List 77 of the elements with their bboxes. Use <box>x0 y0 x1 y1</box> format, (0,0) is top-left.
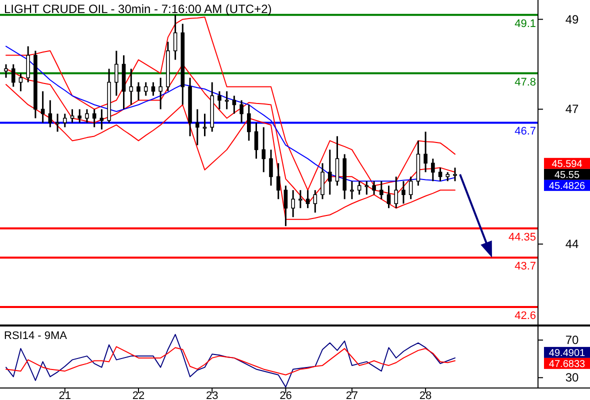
candlestick <box>453 166 457 182</box>
candlestick <box>262 126 266 173</box>
x-tick-label: 27 <box>346 390 358 400</box>
candlestick <box>4 64 8 79</box>
line-series <box>6 64 456 204</box>
text: 45.55 <box>554 170 580 181</box>
candlestick <box>18 72 23 92</box>
text: 45.4826 <box>548 180 586 192</box>
candlestick <box>26 46 30 84</box>
chart-title: RSI14 - 9MA <box>4 330 68 342</box>
ref-line-label: 46.7 <box>514 126 536 138</box>
x-tick-label: 26 <box>280 390 292 400</box>
y-tick-label: 49 <box>565 12 579 26</box>
line-series <box>6 346 456 376</box>
ref-line-label: 44.35 <box>508 231 536 244</box>
ref-line-label: 42.6 <box>514 310 536 322</box>
y-tick-label: 30 <box>565 370 579 385</box>
x-tick-label: 28 <box>419 390 432 400</box>
y-tick-label: 47 <box>565 102 579 116</box>
candlestick <box>269 148 273 186</box>
candlestick <box>313 189 318 214</box>
candlestick <box>386 184 391 209</box>
y-tick-label: 70 <box>565 333 579 348</box>
candlestick <box>424 130 428 173</box>
candlestick <box>85 108 89 124</box>
candlestick <box>78 108 82 124</box>
candlestick <box>408 176 413 200</box>
candlestick <box>218 90 222 110</box>
candlestick <box>195 108 200 146</box>
candlestick <box>56 112 60 132</box>
candlestick <box>232 94 236 114</box>
line-series <box>6 84 456 220</box>
candlestick <box>40 90 45 124</box>
candlestick <box>158 77 162 110</box>
candlestick <box>70 108 74 124</box>
candlestick <box>129 68 134 106</box>
candlestick <box>284 184 288 227</box>
candlestick <box>114 50 118 96</box>
candlestick <box>328 148 332 196</box>
candlestick <box>394 176 398 209</box>
ref-line-label: 49.1 <box>514 18 536 30</box>
candlestick <box>276 162 280 200</box>
candlestick <box>11 64 16 88</box>
candlestick <box>240 99 244 124</box>
ref-line-label: 47.8 <box>514 76 536 88</box>
candlestick <box>151 82 156 96</box>
ref-line-label: 43.7 <box>514 260 536 273</box>
candlestick <box>92 108 96 128</box>
candlestick <box>100 108 104 130</box>
candlestick <box>335 135 340 186</box>
candlestick <box>254 122 258 160</box>
candlestick <box>438 166 442 182</box>
y-tick-label: 44 <box>565 237 579 252</box>
candlestick <box>173 14 178 61</box>
candlestick <box>379 180 384 200</box>
candlestick <box>144 82 148 96</box>
candlestick <box>247 104 251 142</box>
line-series <box>6 16 456 191</box>
candlestick <box>357 180 362 196</box>
candlestick <box>298 189 302 209</box>
text: 45.594 <box>552 158 583 170</box>
x-tick-label: 23 <box>206 390 218 400</box>
candlestick <box>320 162 324 200</box>
candlestick <box>372 180 376 196</box>
x-tick-label: 21 <box>58 390 72 400</box>
candlestick <box>136 82 140 101</box>
text: 49.4901 <box>548 348 586 359</box>
candlestick <box>291 189 295 218</box>
candlestick <box>62 112 67 128</box>
chart-title: LIGHT CRUDE OIL - 30min - 7:16:00 AM (UTC+2) <box>4 2 272 16</box>
candlestick <box>306 189 310 209</box>
candlestick <box>431 158 435 182</box>
x-tick-label: 22 <box>132 390 145 400</box>
text: 47.6833 <box>548 358 586 370</box>
candlestick <box>402 180 406 204</box>
candlestick <box>350 180 354 200</box>
candlestick <box>48 99 52 128</box>
